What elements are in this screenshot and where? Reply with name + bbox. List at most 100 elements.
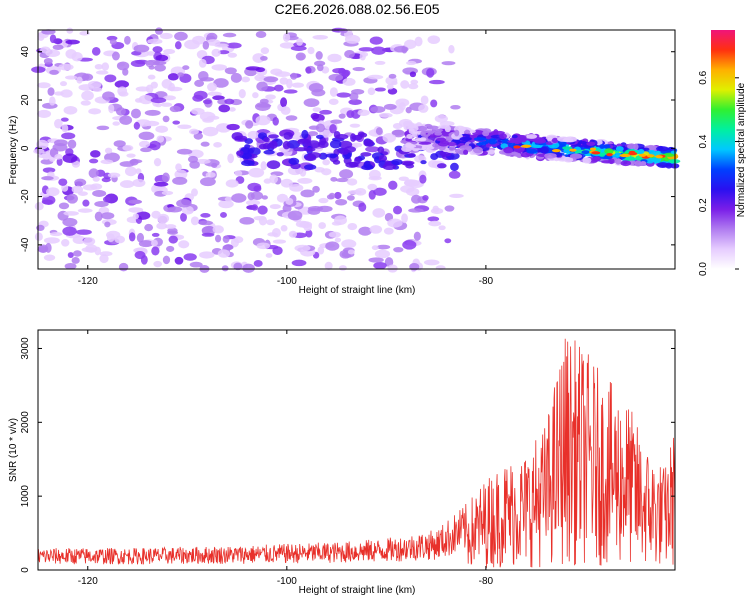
spectrogram-noise-blob: [294, 244, 311, 252]
spectrogram-noise-blob: [91, 47, 101, 56]
spectrogram-noise-blob: [420, 95, 429, 105]
spectrogram-noise-blob: [175, 163, 182, 171]
spectrogram-noise-blob: [211, 48, 221, 57]
snr-y-tick-label: 0: [20, 567, 31, 573]
spectrogram-noise-blob: [315, 51, 323, 60]
spectrogram-noise-blob: [247, 192, 255, 201]
spectrogram-noise-blob: [346, 195, 355, 201]
spectrogram-noise-blob: [222, 244, 234, 251]
spectrogram-signal-blob: [599, 152, 606, 157]
spectrogram-noise-blob: [230, 72, 242, 83]
snr-y-tick-label: 1000: [20, 485, 31, 508]
spectrogram-noise-blob: [450, 162, 459, 172]
spectrogram-noise-blob: [172, 120, 181, 125]
spectrogram-noise-blob: [257, 205, 268, 215]
spectrogram-noise-blob: [133, 44, 150, 53]
spectrogram-noise-blob: [274, 71, 291, 77]
spectrogram-noise-blob: [83, 237, 96, 246]
spectrogram-signal-blob: [557, 136, 570, 142]
spectrogram-noise-blob: [135, 86, 150, 92]
spectrogram-noise-blob: [163, 95, 176, 101]
spectrogram-signal-blob: [488, 138, 498, 145]
spectrogram-signal-blob: [488, 149, 495, 155]
spectrogram-noise-blob: [255, 31, 267, 39]
spectrogram-signal-blob: [511, 134, 518, 139]
spectrogram-noise-blob: [82, 199, 90, 207]
spectrogram-noise-blob: [325, 241, 340, 251]
spectrogram-noise-blob: [387, 218, 403, 228]
colorbar-label: Normalized spectral amplitude: [736, 82, 747, 217]
spectrogram-noise-blob: [328, 98, 339, 105]
spectrogram-noise-blob: [408, 83, 419, 90]
spectrogram-noise-blob: [152, 46, 163, 53]
spectrogram-noise-blob: [199, 251, 215, 259]
spectrogram-noise-blob: [41, 199, 54, 205]
spectrogram-noise-blob: [73, 250, 82, 257]
spectrogram-noise-blob: [58, 63, 74, 71]
spectrogram-noise-blob: [312, 185, 320, 193]
spectrogram-noise-blob: [96, 125, 110, 131]
spectrogram-signal-blob: [648, 149, 656, 155]
spectrogram-noise-blob: [393, 205, 403, 215]
spectrogram-noise-blob: [242, 263, 255, 273]
spectrogram-noise-blob: [255, 115, 271, 126]
spectrogram-noise-blob: [339, 265, 347, 271]
spectrogram-noise-blob: [79, 31, 90, 36]
spectrogram-noise-blob: [328, 231, 341, 238]
spectrogram-noise-blob: [387, 87, 398, 95]
spectrogram-noise-blob: [241, 76, 251, 83]
spectrogram-noise-blob: [135, 211, 151, 220]
spectrogram-noise-blob: [47, 87, 55, 96]
spectrogram-signal-blob: [513, 148, 524, 152]
snr-y-tick-label: 3000: [20, 337, 31, 360]
spectrogram-noise-blob: [183, 253, 197, 261]
spectrogram-noise-blob: [102, 91, 115, 101]
spectrogram-noise-blob: [59, 81, 68, 87]
spectrogram-noise-blob: [132, 213, 139, 220]
spectrogram-noise-blob: [328, 73, 344, 82]
spectrogram-noise-blob: [344, 34, 361, 44]
colorbar-ticks: 0.0 0.2 0.4 0.6: [698, 70, 739, 276]
spectrogram-noise-blob: [200, 141, 210, 147]
spectrogram-noise-blob: [261, 195, 268, 200]
spectrogram-noise-blob: [253, 260, 263, 267]
spectrogram-noise-blob: [201, 232, 215, 237]
spectrogram-noise-blob: [202, 118, 214, 123]
spectrogram-noise-blob: [383, 103, 397, 110]
spectrogram-noise-blob: [341, 239, 357, 249]
spectrogram-noise-blob: [104, 74, 117, 83]
spectrogram-signal-blob: [534, 138, 547, 144]
spectrogram-noise-blob: [54, 153, 63, 160]
spectrogram-noise-blob: [115, 107, 126, 116]
spectrogram-noise-blob: [407, 152, 416, 158]
spectrogram-noise-blob: [244, 138, 254, 144]
spectrogram-noise-blob: [227, 52, 238, 58]
spectrogram-noise-blob: [207, 91, 222, 97]
spectrogram-noise-blob: [140, 147, 152, 153]
spectrogram-noise-blob: [352, 67, 366, 72]
spectrogram-noise-blob: [300, 189, 315, 198]
spectrogram-signal-blob: [403, 143, 415, 147]
spectrogram-noise-blob: [118, 262, 129, 272]
spectrogram-noise-blob: [329, 139, 342, 149]
spectrogram-noise-blob: [449, 193, 464, 199]
spectrogram-signal-blob: [670, 150, 677, 155]
spectrogram-noise-blob: [283, 89, 298, 94]
spectrogram-noise-blob: [374, 87, 386, 92]
spectrogram-noise-blob: [147, 38, 163, 45]
spectrogram-noise-blob: [102, 196, 111, 203]
spectrogram-noise-blob: [347, 249, 355, 255]
spectrogram-noise-blob: [217, 249, 230, 258]
spectrogram-y-tick-label: -40: [20, 237, 31, 252]
spectrogram-noise-blob: [211, 162, 218, 168]
snr-series-line: [38, 338, 675, 569]
spectrogram-noise-blob: [107, 172, 121, 178]
spectrogram-noise-blob: [334, 237, 342, 243]
snr-x-ticks: -120 -100 -80: [78, 330, 494, 587]
spectrogram-noise-blob: [315, 134, 324, 140]
spectrogram-x-ticks: -120 -100 -80: [78, 30, 494, 287]
spectrogram-noise-blob: [329, 87, 338, 97]
spectrogram-noise-blob: [45, 242, 52, 253]
spectrogram-noise-blob: [339, 169, 354, 179]
